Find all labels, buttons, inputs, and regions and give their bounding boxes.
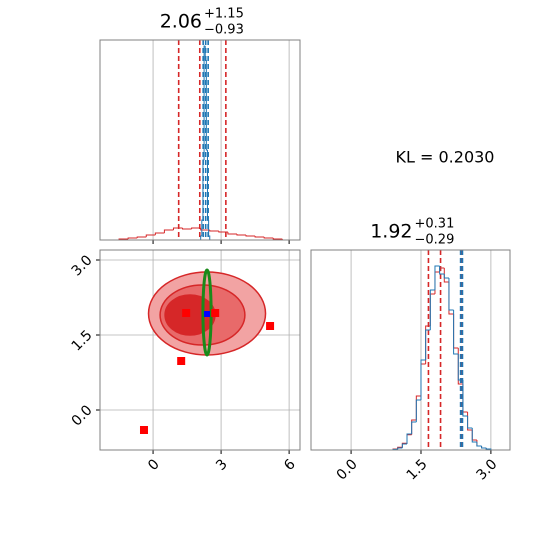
title-lower: −0.93 bbox=[204, 23, 244, 38]
histogram-step bbox=[163, 229, 174, 233]
histogram-step bbox=[476, 442, 482, 447]
histogram-step bbox=[209, 230, 219, 232]
point bbox=[139, 426, 148, 434]
histogram-step bbox=[145, 234, 156, 237]
plot-area bbox=[350, 250, 492, 450]
title-lower: −0.29 bbox=[415, 233, 455, 248]
plot-area bbox=[100, 40, 300, 240]
panel-title: 1.92 bbox=[370, 221, 412, 243]
histogram-step bbox=[443, 268, 449, 283]
x-tick-label: 3 bbox=[213, 456, 231, 474]
point bbox=[177, 357, 186, 365]
histogram-step bbox=[467, 412, 473, 431]
histogram-step bbox=[434, 265, 440, 290]
histogram-step bbox=[272, 238, 283, 240]
y-tick-label: 3.0 bbox=[69, 252, 96, 279]
histogram-step bbox=[443, 274, 449, 279]
title-upper: +0.31 bbox=[415, 217, 455, 232]
histogram-step bbox=[411, 421, 417, 434]
histogram-step bbox=[462, 384, 468, 413]
histogram-step bbox=[127, 237, 138, 239]
x-tick-label: 6 bbox=[281, 456, 299, 474]
y-tick-label: 0.0 bbox=[69, 402, 96, 429]
histogram-step bbox=[420, 359, 426, 400]
y-tick-label: 1.5 bbox=[69, 327, 96, 354]
panel-title: 2.06 bbox=[160, 11, 202, 33]
histogram-step bbox=[136, 236, 147, 238]
histogram-step bbox=[434, 271, 440, 294]
histogram-step bbox=[415, 399, 421, 422]
histogram-step bbox=[429, 293, 435, 326]
point bbox=[211, 309, 220, 317]
panel-frame bbox=[99, 249, 301, 451]
title-upper: +1.15 bbox=[204, 7, 244, 22]
histogram-step bbox=[448, 278, 454, 311]
histogram-step bbox=[453, 310, 459, 355]
histogram-step bbox=[406, 434, 412, 444]
histogram-step bbox=[236, 234, 247, 236]
histogram-step bbox=[203, 45, 206, 160]
histogram-step bbox=[154, 232, 165, 235]
histogram-step bbox=[420, 363, 426, 396]
histogram-step bbox=[429, 289, 435, 330]
histogram-step bbox=[425, 329, 431, 360]
histogram-step bbox=[227, 232, 237, 235]
kl-annotation: KL = 0.2030 bbox=[396, 148, 495, 167]
point bbox=[266, 322, 275, 330]
histogram-step bbox=[401, 443, 408, 448]
histogram-step bbox=[471, 430, 477, 441]
histogram-step bbox=[200, 235, 202, 240]
histogram-step bbox=[471, 428, 477, 443]
x-tick-label: 1.5 bbox=[404, 456, 431, 483]
histogram-step bbox=[406, 433, 412, 444]
histogram-step bbox=[172, 227, 183, 230]
point bbox=[182, 309, 191, 317]
histogram-step bbox=[481, 446, 487, 449]
histogram-step bbox=[254, 236, 265, 238]
histogram-step bbox=[448, 282, 454, 315]
histogram-step bbox=[281, 239, 292, 240]
panel-frame bbox=[310, 249, 511, 451]
x-tick-label: 3.0 bbox=[473, 456, 500, 483]
histogram-step bbox=[182, 228, 192, 230]
histogram-step bbox=[462, 380, 468, 417]
histogram-step bbox=[397, 447, 403, 450]
truth-point bbox=[204, 311, 211, 317]
histogram-step bbox=[467, 416, 473, 429]
histogram-step bbox=[205, 60, 208, 151]
histogram-step bbox=[263, 237, 274, 239]
panel-frame bbox=[99, 39, 301, 241]
histogram-step bbox=[245, 235, 256, 237]
plot-area bbox=[100, 250, 300, 450]
histogram-step bbox=[453, 314, 459, 349]
histogram-step bbox=[439, 266, 445, 275]
histogram-step bbox=[191, 227, 201, 229]
histogram-step bbox=[200, 228, 210, 231]
fit-ellipse bbox=[201, 268, 213, 357]
histogram-step bbox=[218, 231, 228, 233]
x-tick-label: 0 bbox=[145, 456, 163, 474]
histogram-step bbox=[476, 440, 482, 447]
x-tick-label: 0.0 bbox=[334, 456, 361, 483]
